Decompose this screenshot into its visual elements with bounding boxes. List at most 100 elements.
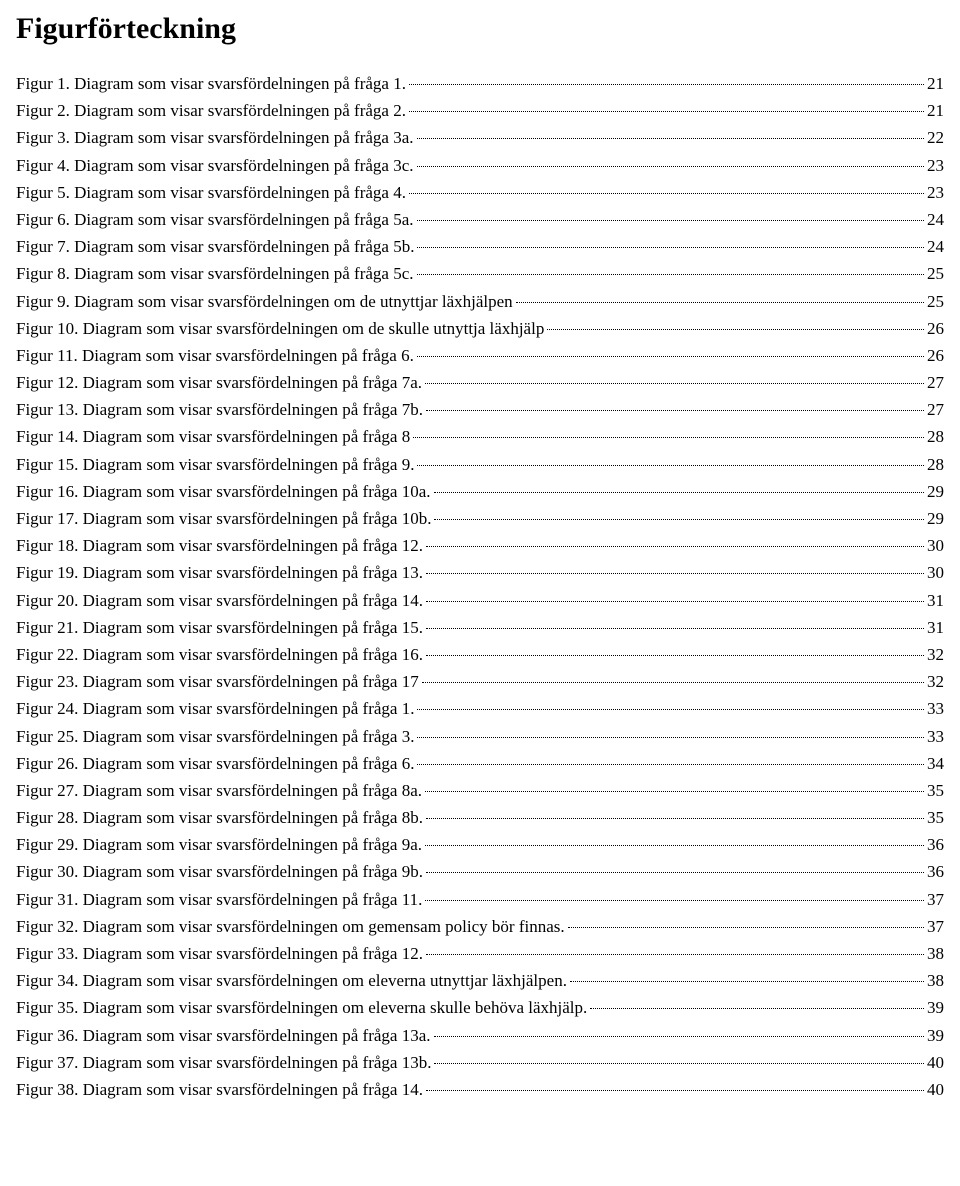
toc-entry-label: Figur 22. Diagram som visar svarsfördeln…	[16, 641, 423, 668]
toc-entry: Figur 3. Diagram som visar svarsfördelni…	[16, 124, 944, 151]
toc-entry-page: 36	[927, 831, 944, 858]
toc-entry-label: Figur 12. Diagram som visar svarsfördeln…	[16, 369, 422, 396]
toc-entry-page: 27	[927, 369, 944, 396]
toc-leader	[426, 396, 924, 411]
toc-entry-label: Figur 3. Diagram som visar svarsfördelni…	[16, 124, 414, 151]
toc-entry-label: Figur 6. Diagram som visar svarsfördelni…	[16, 206, 414, 233]
toc-entry-label: Figur 23. Diagram som visar svarsfördeln…	[16, 668, 419, 695]
toc-entry: Figur 20. Diagram som visar svarsfördeln…	[16, 587, 944, 614]
toc-entry-label: Figur 1. Diagram som visar svarsfördelni…	[16, 70, 406, 97]
toc-entry-page: 33	[927, 723, 944, 750]
toc-leader	[434, 1048, 924, 1063]
toc-entry-page: 30	[927, 532, 944, 559]
toc-list: Figur 1. Diagram som visar svarsfördelni…	[16, 70, 944, 1103]
toc-entry-label: Figur 21. Diagram som visar svarsfördeln…	[16, 614, 423, 641]
toc-entry: Figur 15. Diagram som visar svarsfördeln…	[16, 451, 944, 478]
toc-leader	[426, 641, 924, 656]
toc-entry-label: Figur 20. Diagram som visar svarsfördeln…	[16, 587, 423, 614]
toc-entry-page: 30	[927, 559, 944, 586]
toc-leader	[426, 532, 924, 547]
toc-entry: Figur 21. Diagram som visar svarsfördeln…	[16, 614, 944, 641]
toc-entry-page: 33	[927, 695, 944, 722]
toc-entry-label: Figur 15. Diagram som visar svarsfördeln…	[16, 451, 414, 478]
toc-entry-label: Figur 34. Diagram som visar svarsfördeln…	[16, 967, 567, 994]
toc-entry: Figur 24. Diagram som visar svarsfördeln…	[16, 695, 944, 722]
toc-entry-label: Figur 4. Diagram som visar svarsfördelni…	[16, 152, 414, 179]
toc-entry-page: 22	[927, 124, 944, 151]
toc-leader	[417, 260, 925, 275]
toc-entry-label: Figur 10. Diagram som visar svarsfördeln…	[16, 315, 544, 342]
toc-entry-page: 37	[927, 886, 944, 913]
toc-entry-label: Figur 18. Diagram som visar svarsfördeln…	[16, 532, 423, 559]
toc-heading: Figurförteckning	[16, 12, 944, 46]
toc-leader	[516, 287, 924, 302]
toc-entry: Figur 23. Diagram som visar svarsfördeln…	[16, 668, 944, 695]
toc-entry-label: Figur 13. Diagram som visar svarsfördeln…	[16, 396, 423, 423]
toc-entry-label: Figur 37. Diagram som visar svarsfördeln…	[16, 1049, 431, 1076]
toc-leader	[570, 967, 924, 982]
page-container: Figurförteckning Figur 1. Diagram som vi…	[0, 0, 960, 1186]
toc-entry: Figur 17. Diagram som visar svarsfördeln…	[16, 505, 944, 532]
toc-entry-page: 27	[927, 396, 944, 423]
toc-entry: Figur 19. Diagram som visar svarsfördeln…	[16, 559, 944, 586]
toc-entry: Figur 10. Diagram som visar svarsfördeln…	[16, 315, 944, 342]
toc-entry: Figur 38. Diagram som visar svarsfördeln…	[16, 1076, 944, 1103]
toc-entry-page: 40	[927, 1049, 944, 1076]
toc-entry: Figur 34. Diagram som visar svarsfördeln…	[16, 967, 944, 994]
toc-entry-page: 32	[927, 641, 944, 668]
toc-entry-page: 29	[927, 478, 944, 505]
toc-entry: Figur 28. Diagram som visar svarsfördeln…	[16, 804, 944, 831]
toc-entry-page: 28	[927, 451, 944, 478]
toc-entry-label: Figur 31. Diagram som visar svarsfördeln…	[16, 886, 422, 913]
toc-entry-label: Figur 32. Diagram som visar svarsfördeln…	[16, 913, 565, 940]
toc-entry-page: 23	[927, 179, 944, 206]
toc-entry-page: 39	[927, 994, 944, 1021]
toc-entry-page: 24	[927, 206, 944, 233]
toc-entry-label: Figur 8. Diagram som visar svarsfördelni…	[16, 260, 414, 287]
toc-leader	[409, 178, 924, 193]
toc-leader	[434, 1021, 925, 1036]
toc-entry-page: 38	[927, 940, 944, 967]
toc-entry-label: Figur 19. Diagram som visar svarsfördeln…	[16, 559, 423, 586]
toc-entry-page: 23	[927, 152, 944, 179]
toc-entry: Figur 2. Diagram som visar svarsfördelni…	[16, 97, 944, 124]
toc-entry-page: 31	[927, 614, 944, 641]
toc-leader	[426, 858, 924, 873]
toc-entry: Figur 32. Diagram som visar svarsfördeln…	[16, 913, 944, 940]
toc-entry: Figur 25. Diagram som visar svarsfördeln…	[16, 723, 944, 750]
toc-entry: Figur 6. Diagram som visar svarsfördelni…	[16, 206, 944, 233]
toc-leader	[547, 314, 924, 329]
toc-leader	[417, 233, 924, 248]
toc-leader	[409, 97, 924, 112]
toc-entry: Figur 22. Diagram som visar svarsfördeln…	[16, 641, 944, 668]
toc-entry-label: Figur 24. Diagram som visar svarsfördeln…	[16, 695, 414, 722]
toc-entry: Figur 18. Diagram som visar svarsfördeln…	[16, 532, 944, 559]
toc-leader	[425, 831, 924, 846]
toc-leader	[413, 423, 924, 438]
toc-entry-page: 29	[927, 505, 944, 532]
toc-entry-label: Figur 9. Diagram som visar svarsfördelni…	[16, 288, 513, 315]
toc-entry-page: 37	[927, 913, 944, 940]
toc-entry-page: 36	[927, 858, 944, 885]
toc-entry: Figur 11. Diagram som visar svarsfördeln…	[16, 342, 944, 369]
toc-leader	[417, 206, 925, 221]
toc-entry: Figur 1. Diagram som visar svarsfördelni…	[16, 70, 944, 97]
toc-entry: Figur 16. Diagram som visar svarsfördeln…	[16, 478, 944, 505]
toc-leader	[568, 913, 924, 928]
toc-leader	[426, 613, 924, 628]
toc-entry: Figur 29. Diagram som visar svarsfördeln…	[16, 831, 944, 858]
toc-entry-page: 39	[927, 1022, 944, 1049]
toc-entry-page: 21	[927, 97, 944, 124]
toc-entry: Figur 9. Diagram som visar svarsfördelni…	[16, 288, 944, 315]
toc-entry-label: Figur 35. Diagram som visar svarsfördeln…	[16, 994, 587, 1021]
toc-entry: Figur 14. Diagram som visar svarsfördeln…	[16, 423, 944, 450]
toc-leader	[417, 342, 924, 357]
toc-entry-page: 28	[927, 423, 944, 450]
toc-entry-page: 21	[927, 70, 944, 97]
toc-entry: Figur 26. Diagram som visar svarsfördeln…	[16, 750, 944, 777]
toc-entry-label: Figur 36. Diagram som visar svarsfördeln…	[16, 1022, 431, 1049]
toc-entry-label: Figur 5. Diagram som visar svarsfördelni…	[16, 179, 406, 206]
toc-leader	[409, 70, 924, 85]
toc-entry: Figur 7. Diagram som visar svarsfördelni…	[16, 233, 944, 260]
toc-entry-label: Figur 17. Diagram som visar svarsfördeln…	[16, 505, 431, 532]
